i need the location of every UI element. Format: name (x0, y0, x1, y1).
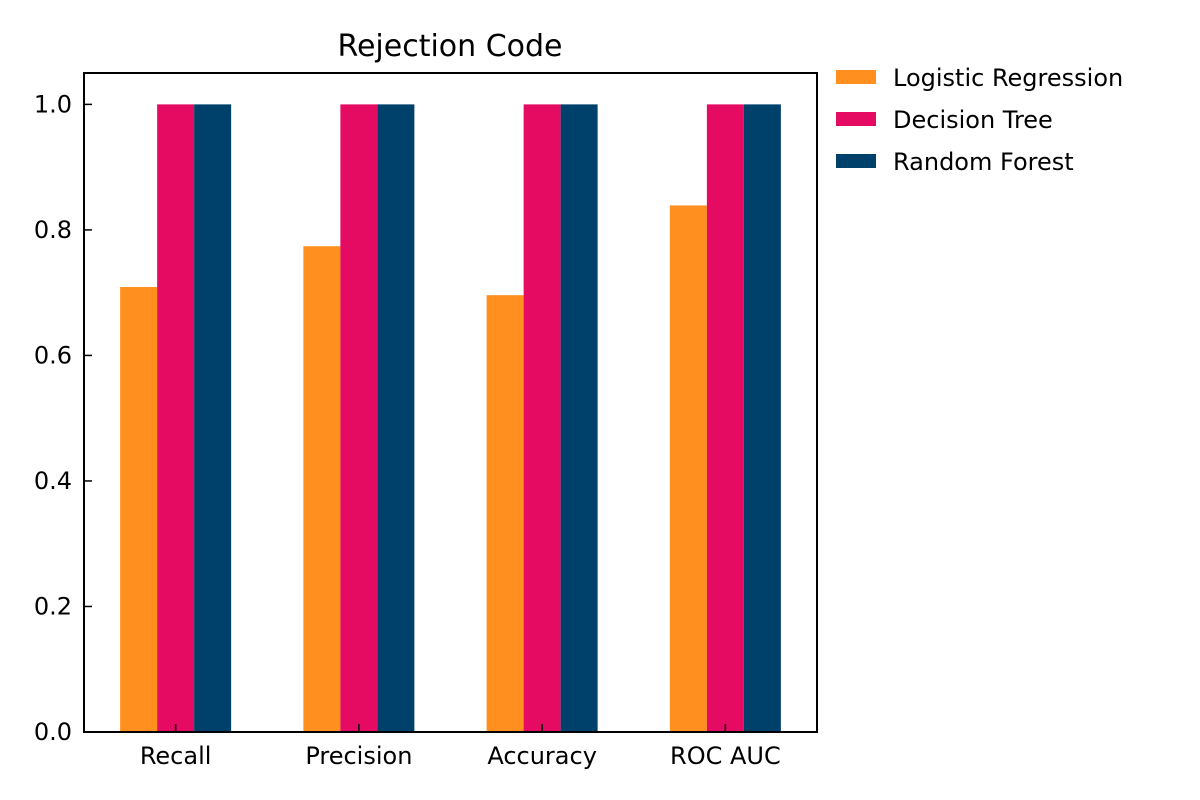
legend-swatch (836, 154, 876, 168)
bar-logistic-regression-recall (120, 287, 158, 732)
x-tick-label: Accuracy (487, 742, 597, 770)
legend-swatch (836, 112, 876, 126)
y-tick-label: 0.0 (34, 718, 72, 746)
legend: Logistic Regression Decision Tree Random F… (836, 64, 1123, 176)
bar-random-forest-recall (194, 104, 232, 732)
chart-title: Rejection Code (337, 29, 562, 64)
y-tick-label: 1.0 (34, 90, 72, 118)
bar-decision-tree-roc-auc (706, 104, 744, 732)
legend-label: Logistic Regression (893, 64, 1123, 92)
bar-logistic-regression-precision (303, 246, 341, 733)
plot-frame (83, 72, 818, 733)
bar-decision-tree-precision (340, 104, 378, 732)
y-tick-label: 0.8 (34, 216, 72, 244)
bar-decision-tree-recall (157, 104, 195, 732)
bar-random-forest-roc-auc (743, 104, 781, 732)
bar-logistic-regression-roc-auc (669, 205, 707, 732)
y-tick-label: 0.6 (34, 341, 72, 369)
x-tick-label: Recall (140, 742, 212, 770)
x-tick-label: ROC AUC (670, 742, 781, 770)
y-tick-label: 0.4 (34, 467, 72, 495)
legend-label: Random Forest (893, 148, 1074, 176)
bars-layer (120, 104, 781, 733)
bar-random-forest-precision (377, 104, 415, 732)
axes-layer: 0.0 0.2 0.4 0.6 0.8 1.0 Recall Precision Accurac… (34, 90, 781, 770)
y-tick-label: 0.2 (34, 592, 72, 620)
bar-random-forest-accuracy (560, 104, 598, 732)
legend-label: Decision Tree (893, 106, 1053, 134)
bar-decision-tree-accuracy (523, 104, 561, 732)
bar-logistic-regression-accuracy (486, 295, 524, 732)
x-tick-label: Precision (305, 742, 412, 770)
legend-swatch (836, 70, 876, 84)
